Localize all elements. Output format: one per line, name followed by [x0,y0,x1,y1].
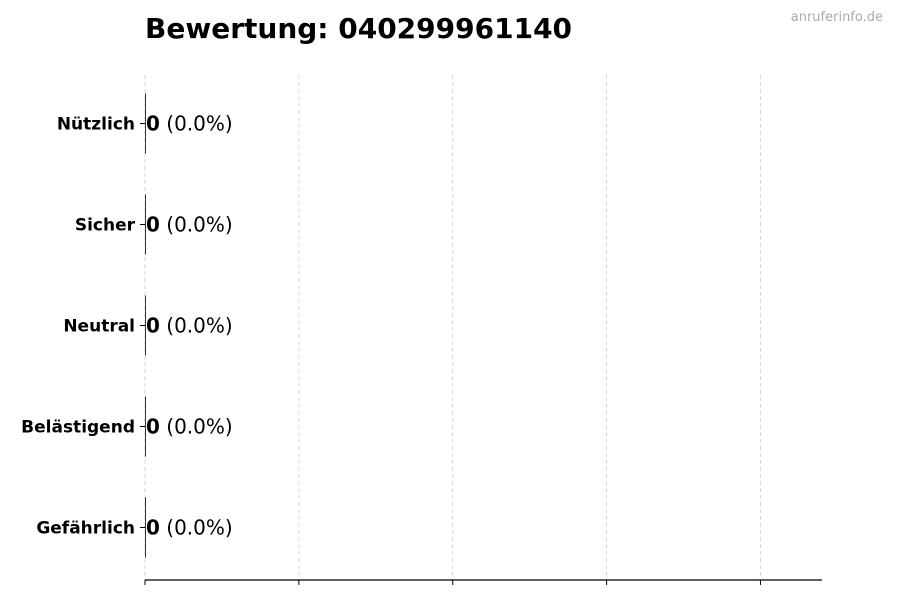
y-tick-label: Nützlich [57,115,135,135]
data-label: 0 (0.0%) [146,516,233,540]
data-label-count: 0 [146,314,160,338]
y-tick-label: Sicher [75,216,136,236]
data-label-percent: (0.0%) [160,516,233,540]
bar-3 [145,396,146,457]
data-label-percent: (0.0%) [160,112,233,136]
bar-4 [145,497,146,558]
bar-2 [145,295,146,356]
bar-0 [145,93,146,154]
data-label-count: 0 [146,112,160,136]
data-label-count: 0 [146,516,160,540]
y-tick-label: Belästigend [21,418,135,438]
data-label: 0 (0.0%) [146,415,233,439]
data-label: 0 (0.0%) [146,314,233,338]
data-label-count: 0 [146,213,160,237]
chart-title: Bewertung: 040299961140 [145,12,573,45]
data-label-count: 0 [146,415,160,439]
data-label-percent: (0.0%) [160,415,233,439]
data-label-percent: (0.0%) [160,213,233,237]
y-tick-label: Gefährlich [36,519,135,539]
data-label: 0 (0.0%) [146,112,233,136]
y-tick-label: Neutral [63,317,135,337]
data-label-percent: (0.0%) [160,314,233,338]
watermark: anruferinfo.de [790,10,883,25]
data-label: 0 (0.0%) [146,213,233,237]
bar-1 [145,194,146,255]
